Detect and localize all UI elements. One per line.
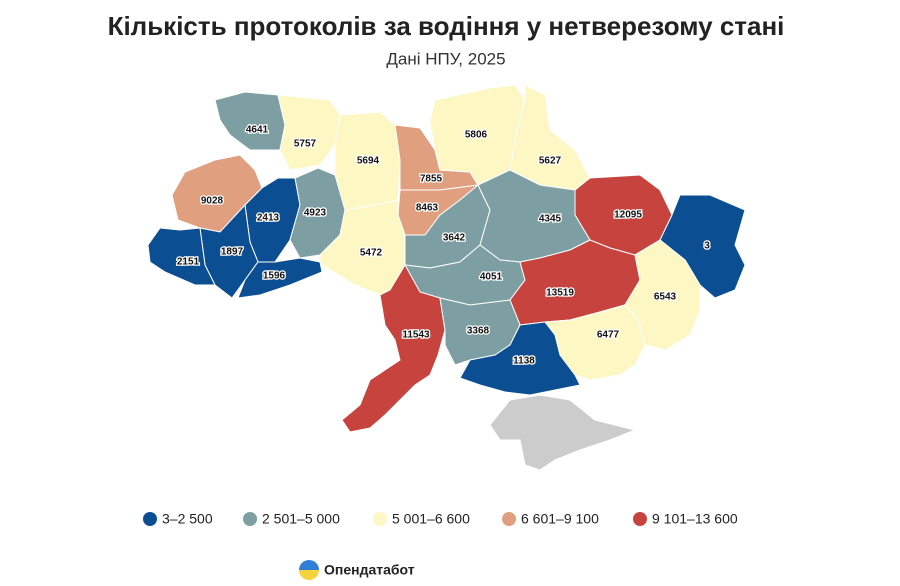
region-value: 5806: [465, 130, 488, 141]
region-value: 5627: [539, 156, 562, 167]
region-value: 13519: [546, 288, 574, 299]
region-value: 3368: [467, 326, 490, 337]
subtitle: Дані НПУ, 2025: [386, 49, 505, 68]
region-value: 6477: [597, 330, 620, 341]
brand: Опендатабот: [299, 560, 415, 580]
region-value: 9028: [201, 196, 224, 207]
region-value: 1897: [221, 247, 244, 258]
region-value: 5694: [357, 156, 380, 167]
brand-name: Опендатабот: [324, 562, 415, 578]
legend-swatch: [243, 512, 257, 526]
legend-label: 9 101–13 600: [652, 511, 738, 527]
region-value: 3: [704, 241, 710, 252]
legend: 3–2 500 2 501–5 000 5 001–6 600 6 601–9 100…: [143, 511, 738, 527]
region: [147, 227, 216, 286]
region-value: 4641: [246, 125, 269, 136]
legend-label: 2 501–5 000: [262, 511, 340, 527]
map: [147, 84, 746, 433]
title: Кількість протоколів за водіння у нетвер…: [108, 11, 785, 41]
region-value: 2151: [177, 257, 200, 268]
legend-swatch: [373, 512, 387, 526]
region: [341, 264, 446, 433]
legend-swatch: [502, 512, 516, 526]
region: [277, 94, 341, 171]
brand-icon: [299, 560, 319, 580]
no-data-region: [489, 394, 637, 471]
region-value: 12095: [614, 210, 642, 221]
legend-label: 3–2 500: [162, 511, 213, 527]
legend-label: 5 001–6 600: [392, 511, 470, 527]
region: [214, 91, 286, 151]
legend-swatch: [143, 512, 157, 526]
region-value: 6543: [654, 292, 677, 303]
region-value: 1596: [263, 271, 286, 282]
map-labels: 4641 5757 5694 7855 8463 5806 5627 12095 3 9028 24…: [176, 123, 712, 368]
region: [237, 257, 323, 299]
region-value: 1138: [513, 356, 535, 367]
region-value: 5472: [360, 248, 383, 259]
region: [459, 321, 581, 396]
region-value: 8463: [416, 203, 439, 214]
region-value: 3642: [443, 233, 466, 244]
region-value: 5757: [294, 139, 317, 150]
region-value: 11543: [402, 330, 430, 341]
legend-swatch: [633, 512, 647, 526]
region-value: 4345: [539, 214, 562, 225]
region-value: 2413: [257, 213, 280, 224]
legend-label: 6 601–9 100: [521, 511, 599, 527]
region-value: 4923: [304, 208, 327, 219]
region: [624, 239, 701, 351]
region-value: 7855: [420, 174, 443, 185]
region-value: 4051: [480, 272, 503, 283]
